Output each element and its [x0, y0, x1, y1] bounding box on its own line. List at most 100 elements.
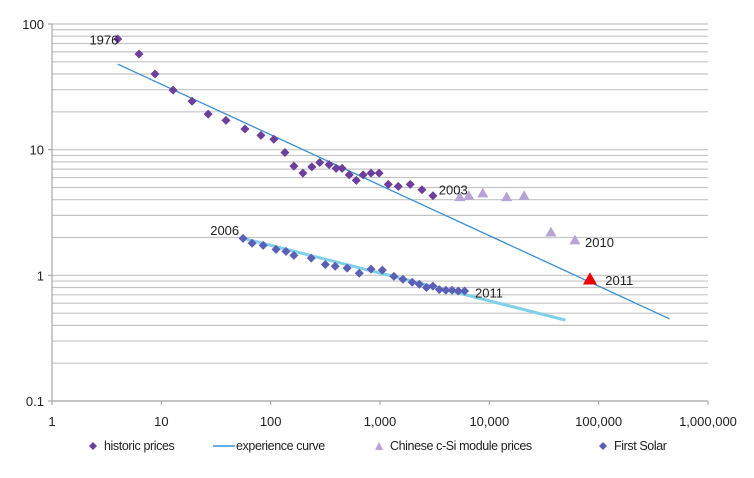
data-point — [306, 253, 316, 263]
data-point — [187, 96, 197, 106]
x-tick-label: 1 — [48, 414, 55, 429]
data-point — [398, 274, 408, 284]
data-point — [134, 49, 144, 59]
data-point — [271, 244, 281, 254]
data-point — [324, 160, 334, 170]
annotations: 1976 2006 2003 2010 2011 2011 — [89, 33, 633, 301]
y-axis-ticks: 0.1 1 10 100 — [22, 17, 52, 409]
triangle-icon — [375, 442, 383, 450]
data-point — [298, 168, 308, 178]
data-point — [405, 179, 415, 189]
data-point — [342, 263, 352, 273]
data-point — [366, 168, 376, 178]
data-point — [414, 279, 424, 289]
series-experience-curve — [117, 63, 670, 320]
data-point — [518, 190, 530, 200]
data-point — [545, 226, 557, 237]
diamond-icon — [89, 442, 97, 450]
data-point — [428, 191, 438, 201]
data-point — [441, 285, 451, 295]
data-point — [280, 147, 290, 157]
annotation-label: 2003 — [439, 183, 468, 198]
series-chinese-c-si-module-prices — [454, 187, 581, 245]
data-point — [417, 185, 427, 195]
data-point — [150, 69, 160, 79]
annotation-label: 2010 — [585, 235, 614, 250]
series-historic-prices — [113, 34, 438, 201]
annotation-label: 1976 — [89, 33, 118, 48]
data-point — [281, 246, 291, 256]
data-point — [453, 286, 463, 296]
data-point — [256, 130, 266, 140]
legend-item-chinese-module-prices: Chinese c-Si module prices — [374, 439, 532, 453]
data-point — [569, 234, 581, 245]
data-point — [366, 264, 376, 274]
data-point — [447, 285, 457, 295]
data-point — [460, 286, 470, 296]
axes — [51, 24, 708, 402]
data-point — [389, 271, 399, 281]
data-point — [269, 134, 279, 144]
data-point — [221, 115, 231, 125]
x-tick-label: 100,000 — [575, 414, 622, 429]
data-point — [344, 170, 354, 180]
data-point — [337, 163, 347, 173]
legend-label: historic prices — [104, 439, 175, 453]
data-point — [289, 161, 299, 171]
legend-label: First Solar — [614, 439, 667, 453]
series-first-solar — [238, 233, 470, 296]
x-tick-label: 1,000,000 — [679, 414, 737, 429]
data-point — [374, 168, 384, 178]
data-point — [421, 283, 431, 293]
x-tick-label: 1,000 — [364, 414, 397, 429]
data-point — [330, 261, 340, 271]
data-point — [168, 85, 178, 95]
y-tick-label: 10 — [30, 143, 44, 158]
data-point — [477, 187, 489, 198]
legend: historic prices experience curve Chinese… — [0, 439, 754, 459]
data-point — [203, 109, 213, 119]
experience-curve-line — [117, 63, 670, 320]
data-point — [354, 268, 364, 278]
data-point — [351, 175, 361, 185]
data-point — [393, 181, 403, 191]
data-point — [501, 191, 513, 202]
x-tick-label: 100 — [260, 414, 282, 429]
y-tick-label: 1 — [37, 268, 44, 283]
annotation-label: 2011 — [475, 286, 503, 301]
legend-item-first-solar: First Solar — [598, 439, 667, 453]
data-point — [307, 162, 317, 172]
data-point — [428, 281, 438, 291]
data-point — [383, 179, 393, 189]
data-point — [113, 34, 123, 44]
series-chinese-c-si-module-prices-2011 — [582, 272, 597, 285]
data-point — [247, 238, 257, 248]
data-point — [240, 124, 250, 134]
data-point — [454, 191, 466, 202]
series-layer — [113, 34, 670, 322]
annotation-label: 2011 — [605, 273, 633, 288]
data-point — [463, 190, 475, 200]
data-point — [238, 233, 248, 243]
gridlines — [52, 23, 708, 402]
x-tick-label: 10 — [154, 414, 168, 429]
diamond-icon — [599, 442, 607, 450]
data-point — [320, 259, 330, 269]
x-axis-ticks: 1 10 100 1,000 10,000 100,000 1,000,000 — [48, 401, 737, 429]
legend-label: Chinese c-Si module prices — [390, 439, 532, 453]
data-point — [289, 250, 299, 260]
data-point — [377, 265, 387, 275]
legend-item-experience-curve: experience curve — [213, 439, 325, 453]
data-point — [358, 170, 368, 180]
data-point — [434, 285, 444, 295]
annotation-label: 2006 — [210, 223, 239, 238]
data-point — [582, 272, 597, 285]
data-point — [407, 277, 417, 287]
y-tick-label: 0.1 — [26, 394, 44, 409]
data-point — [315, 158, 325, 168]
data-point — [331, 163, 341, 173]
data-point — [258, 240, 268, 250]
x-tick-label: 10,000 — [469, 414, 509, 429]
y-tick-label: 100 — [22, 17, 44, 32]
